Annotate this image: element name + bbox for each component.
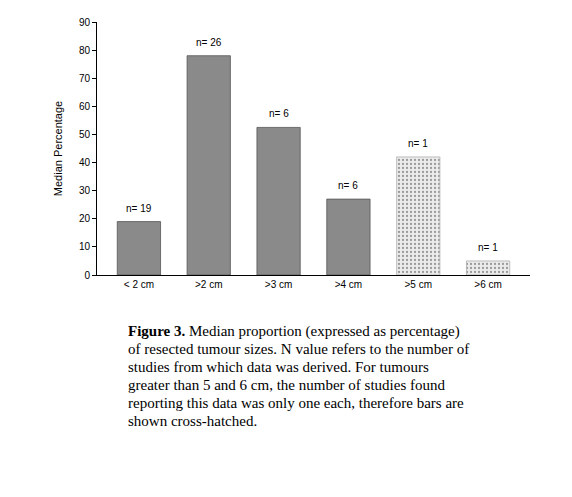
svg-text:>2 cm: >2 cm <box>195 279 223 290</box>
svg-text:>4 cm: >4 cm <box>335 279 363 290</box>
svg-text:70: 70 <box>79 73 91 84</box>
svg-text:60: 60 <box>79 101 91 112</box>
svg-text:n= 1: n= 1 <box>408 138 428 149</box>
svg-text:n= 6: n= 6 <box>269 108 289 119</box>
svg-text:90: 90 <box>79 17 91 28</box>
svg-text:>3 cm: >3 cm <box>265 279 293 290</box>
svg-text:50: 50 <box>79 129 91 140</box>
html-text:Figure 3. Median proportion (e: Figure 3. Median proportion (expressed a… <box>128 323 470 429</box>
svg-text:80: 80 <box>79 45 91 56</box>
svg-text:Median Percentage: Median Percentage <box>52 101 64 196</box>
svg-text:>5 cm: >5 cm <box>405 279 433 290</box>
svg-text:n= 6: n= 6 <box>338 180 358 191</box>
svg-text:40: 40 <box>79 157 91 168</box>
svg-text:20: 20 <box>79 213 91 224</box>
svg-text:30: 30 <box>79 185 91 196</box>
svg-text:0: 0 <box>84 270 90 281</box>
svg-text:10: 10 <box>79 241 91 252</box>
svg-text:n= 1: n= 1 <box>478 242 498 253</box>
svg-text:n= 19: n= 19 <box>126 203 152 214</box>
svg-text:< 2 cm: < 2 cm <box>124 279 154 290</box>
svg-text:>6 cm: >6 cm <box>474 279 502 290</box>
svg-text:n= 26: n= 26 <box>196 37 222 48</box>
